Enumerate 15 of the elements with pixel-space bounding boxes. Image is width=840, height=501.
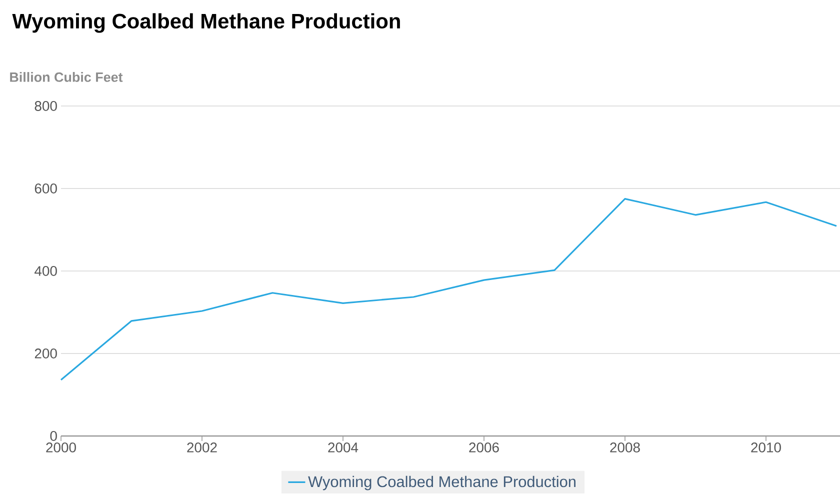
x-tick-label: 2000	[46, 442, 76, 452]
y-tick-label: 800	[34, 101, 57, 111]
x-tick-label: 2008	[610, 442, 640, 452]
legend-label: Wyoming Coalbed Methane Production	[308, 476, 576, 490]
x-tick-label: 2002	[187, 442, 217, 452]
line-series	[60, 198, 838, 381]
x-tick-label: 2006	[469, 442, 499, 452]
x-tick-label: 2010	[751, 442, 781, 452]
y-tick-label: 200	[34, 348, 57, 358]
chart-title: Wyoming Coalbed Methane Production	[12, 13, 400, 33]
y-axis-title: Billion Cubic Feet	[10, 72, 123, 82]
x-tick-label: 2004	[328, 442, 358, 452]
y-tick-label: 0	[50, 431, 57, 441]
y-tick-label: 600	[34, 184, 57, 194]
y-tick-label: 400	[34, 266, 57, 276]
